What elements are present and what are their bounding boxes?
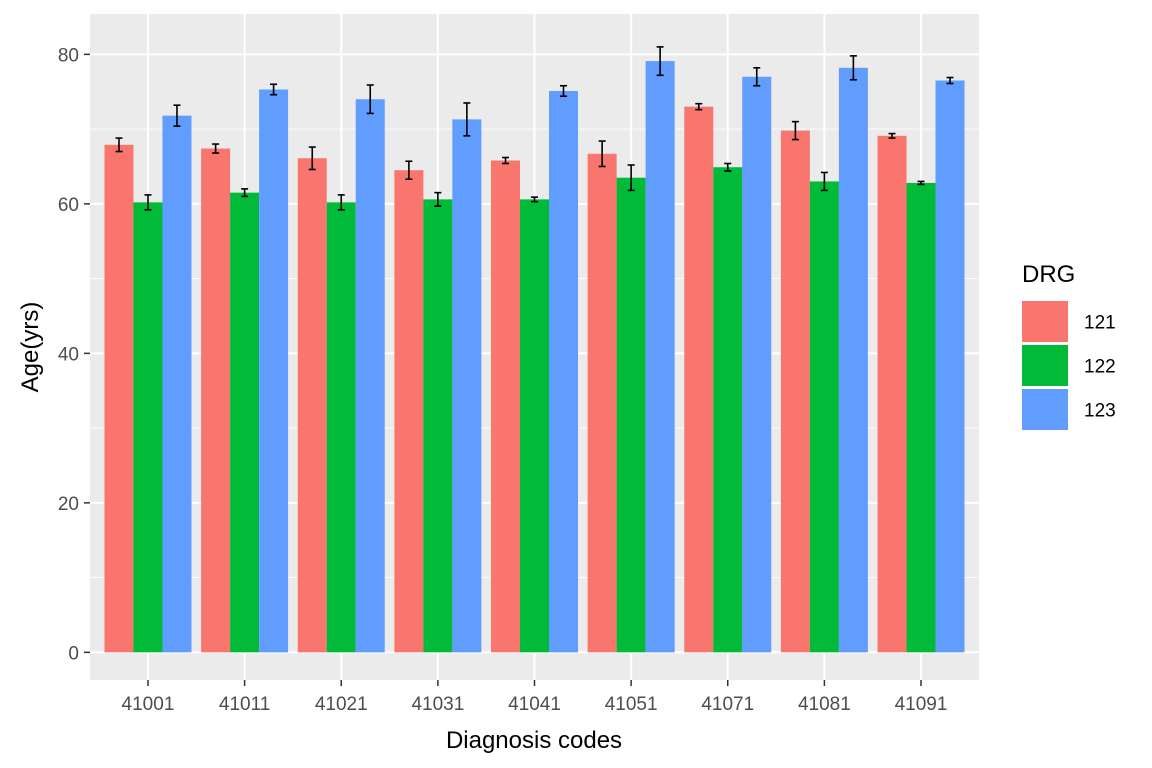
bar xyxy=(838,67,868,653)
x-tick-label: 41041 xyxy=(508,694,561,715)
bar xyxy=(906,182,936,653)
legend-label: 123 xyxy=(1084,401,1116,422)
bar xyxy=(201,148,231,653)
x-tick-label: 41071 xyxy=(701,694,754,715)
legend: DRG 121 122 123 xyxy=(1022,261,1116,430)
bar xyxy=(616,177,646,653)
x-tick-label: 41001 xyxy=(122,694,175,715)
bar xyxy=(394,170,424,653)
bar xyxy=(452,119,482,653)
bar xyxy=(877,135,907,653)
legend-key xyxy=(1022,345,1068,386)
y-tick-label: 20 xyxy=(58,494,79,515)
bar xyxy=(326,202,356,653)
bar xyxy=(491,160,521,653)
x-tick-label: 41091 xyxy=(895,694,948,715)
bar xyxy=(423,199,453,653)
y-tick-label: 40 xyxy=(58,344,79,365)
x-axis: 41001 41011 41021 41031 41041 41051 41071 41081… xyxy=(122,680,948,715)
bar xyxy=(935,80,965,653)
y-axis: 0 20 40 60 80 xyxy=(58,45,90,664)
error-bars xyxy=(115,46,954,211)
x-tick-label: 41021 xyxy=(315,694,368,715)
y-tick-label: 80 xyxy=(58,45,79,66)
y-tick-label: 0 xyxy=(68,643,79,664)
x-axis-title: Diagnosis codes xyxy=(446,727,622,754)
y-axis-title: Age(yrs) xyxy=(17,302,44,393)
bar xyxy=(548,90,578,653)
bar xyxy=(297,158,327,653)
legend-key xyxy=(1022,301,1068,342)
x-tick-label: 41051 xyxy=(605,694,658,715)
legend-label: 122 xyxy=(1084,357,1116,378)
legend-label: 121 xyxy=(1084,313,1116,334)
bar xyxy=(259,89,289,653)
bar xyxy=(645,61,675,653)
bar xyxy=(104,144,134,653)
bar xyxy=(713,167,743,653)
bar xyxy=(230,192,260,653)
y-tick-label: 60 xyxy=(58,195,79,216)
bar xyxy=(162,115,192,653)
x-tick-label: 41081 xyxy=(798,694,851,715)
bar xyxy=(742,76,772,653)
bar xyxy=(780,130,810,653)
x-tick-label: 41011 xyxy=(219,694,270,715)
legend-title: DRG xyxy=(1022,261,1075,288)
bar xyxy=(684,106,714,653)
bar xyxy=(133,202,163,653)
bars xyxy=(104,61,965,653)
bar xyxy=(355,99,385,653)
legend-key xyxy=(1022,389,1068,430)
bar xyxy=(587,153,617,653)
bar xyxy=(809,181,839,653)
bar xyxy=(520,199,549,653)
x-tick-label: 41031 xyxy=(411,694,464,715)
